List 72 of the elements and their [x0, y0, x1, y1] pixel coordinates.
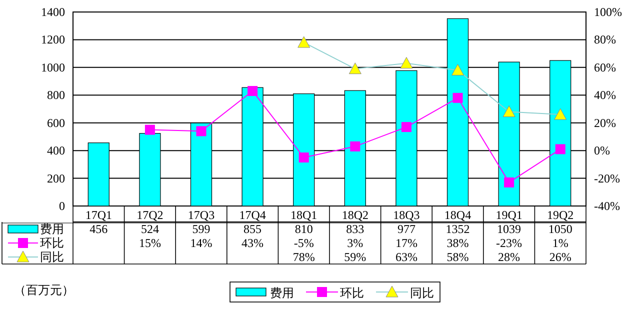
- data-label: -23%: [496, 236, 522, 250]
- point: [298, 36, 310, 48]
- point: [452, 92, 463, 103]
- y2-tick-label: 100%: [594, 5, 622, 19]
- x-tick-label: 17Q1: [85, 208, 112, 222]
- y-tick-label: 1200: [41, 32, 65, 47]
- y-tick-label: 1400: [41, 5, 65, 19]
- data-label: -5%: [294, 236, 314, 250]
- point: [555, 144, 566, 154]
- data-label: 63%: [395, 250, 418, 264]
- point: [298, 152, 309, 162]
- legend-label: 环比: [40, 236, 64, 250]
- x-tick-label: 17Q2: [136, 208, 164, 222]
- y-tick-label: 800: [47, 88, 65, 102]
- point: [144, 124, 155, 135]
- data-label: 456: [90, 222, 108, 236]
- y-tick-label: 1000: [41, 60, 65, 74]
- y-tick-label: 600: [47, 116, 65, 130]
- data-label: 43%: [242, 236, 264, 250]
- y2-tick-label: 60%: [594, 60, 616, 74]
- legend-label: 同比: [410, 286, 434, 300]
- y-tick-label: 200: [47, 171, 65, 186]
- x-tick-label: 19Q1: [496, 208, 522, 222]
- x-tick-label: 18Q3: [393, 208, 420, 222]
- data-label: 833: [346, 222, 364, 236]
- point: [348, 62, 362, 74]
- data-label: 855: [244, 222, 262, 236]
- text: 环比: [340, 286, 364, 300]
- point: [401, 122, 412, 132]
- point: [350, 141, 360, 152]
- point: [502, 106, 516, 118]
- y2-tick-label: 80%: [594, 32, 616, 47]
- data-label: 38%: [446, 236, 469, 250]
- data-label: 810: [294, 222, 313, 236]
- y2-tick-label: -40%: [594, 199, 620, 213]
- y2-tick-label: -20%: [594, 171, 620, 186]
- point: [248, 86, 258, 96]
- data-label: 28%: [498, 250, 520, 264]
- y2-tick-label: 0%: [594, 144, 610, 158]
- data-label: 1%: [552, 236, 568, 250]
- legend-label: 费用: [40, 222, 64, 236]
- x-tick-label: 17Q3: [188, 208, 215, 222]
- point: [554, 108, 567, 120]
- text: （百万元）: [14, 283, 74, 297]
- x-tick-label: 17Q4: [239, 208, 266, 222]
- data-label: 17%: [395, 236, 418, 250]
- data-label: 58%: [446, 250, 469, 264]
- data-label: 59%: [344, 250, 366, 264]
- point: [452, 64, 464, 76]
- data-label: 15%: [138, 236, 161, 250]
- data-label: 599: [192, 222, 210, 236]
- data-label: 524: [140, 222, 159, 236]
- data-label: 78%: [292, 250, 315, 264]
- data-label: 977: [397, 222, 416, 236]
- point: [504, 177, 514, 188]
- data-label: 14%: [190, 236, 212, 250]
- y2-tick-label: 20%: [594, 116, 616, 130]
- data-label: 1352: [446, 222, 470, 236]
- text: 费用: [270, 286, 294, 300]
- x-tick-label: 18Q4: [444, 208, 472, 222]
- y-tick-label: 400: [47, 144, 65, 158]
- point: [196, 126, 206, 136]
- x-tick-label: 18Q2: [342, 208, 368, 222]
- point: [400, 57, 413, 69]
- data-label: 3%: [347, 236, 364, 250]
- y-tick-label: 0: [59, 199, 65, 213]
- y2-tick-label: 40%: [594, 88, 616, 102]
- x-tick-label: 19Q2: [547, 208, 574, 222]
- x-tick-label: 18Q1: [290, 208, 318, 222]
- data-label: 1050: [548, 222, 572, 236]
- data-label: 26%: [549, 250, 572, 264]
- data-label: 1039: [497, 222, 522, 236]
